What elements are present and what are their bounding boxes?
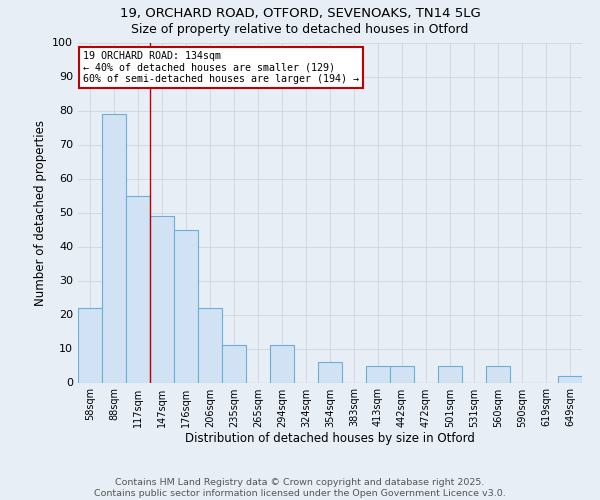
Bar	[558, 376, 582, 382]
Bar	[390, 366, 414, 382]
Bar	[198, 308, 222, 382]
Bar	[150, 216, 174, 382]
Bar	[102, 114, 126, 382]
Text: 19, ORCHARD ROAD, OTFORD, SEVENOAKS, TN14 5LG: 19, ORCHARD ROAD, OTFORD, SEVENOAKS, TN1…	[119, 8, 481, 20]
Bar	[438, 366, 462, 382]
Text: 19 ORCHARD ROAD: 134sqm
← 40% of detached houses are smaller (129)
60% of semi-d: 19 ORCHARD ROAD: 134sqm ← 40% of detache…	[83, 51, 359, 84]
X-axis label: Distribution of detached houses by size in Otford: Distribution of detached houses by size …	[185, 432, 475, 446]
Bar	[486, 366, 510, 382]
Bar	[174, 230, 198, 382]
Y-axis label: Number of detached properties: Number of detached properties	[34, 120, 47, 306]
Text: Contains HM Land Registry data © Crown copyright and database right 2025.
Contai: Contains HM Land Registry data © Crown c…	[94, 478, 506, 498]
Bar	[366, 366, 390, 382]
Bar	[78, 308, 102, 382]
Bar	[318, 362, 342, 382]
Text: Size of property relative to detached houses in Otford: Size of property relative to detached ho…	[131, 22, 469, 36]
Bar	[126, 196, 150, 382]
Bar	[222, 345, 246, 383]
Bar	[270, 345, 294, 383]
